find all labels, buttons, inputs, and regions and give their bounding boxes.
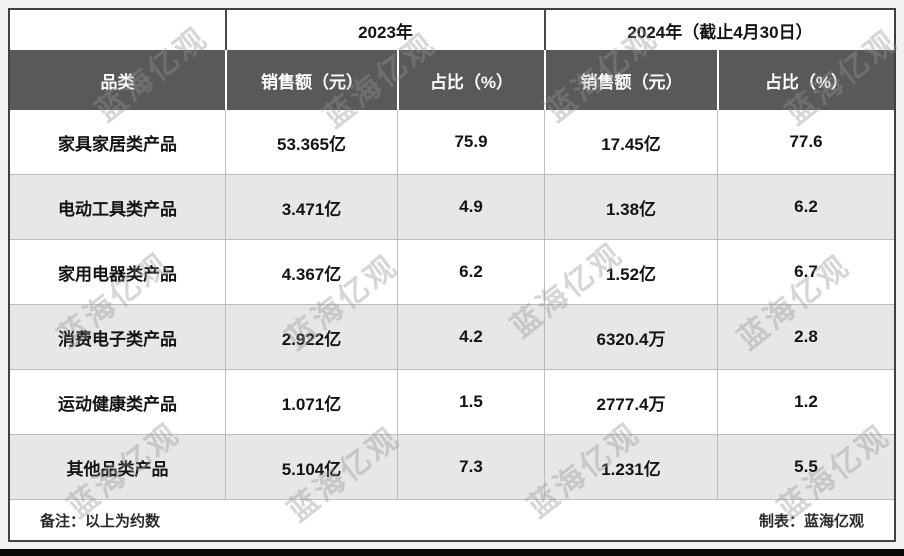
cell-sales-2024: 17.45亿 [544,110,717,175]
cell-sales-2024: 1.231亿 [544,435,717,500]
cell-sales-2024: 1.38亿 [544,175,717,240]
cell-share-2023: 7.3 [397,435,544,500]
cell-category: 运动健康类产品 [10,370,225,435]
cell-share-2024: 6.2 [717,175,894,240]
cell-share-2024: 77.6 [717,110,894,175]
cell-category: 消费电子类产品 [10,305,225,370]
header-group-empty [10,10,225,50]
cell-category: 家用电器类产品 [10,240,225,305]
cell-sales-2024: 6320.4万 [544,305,717,370]
column-header-share-2024: 占比（%） [717,50,894,110]
cell-sales-2023: 1.071亿 [225,370,397,435]
footer-credit: 制表：蓝海亿观 [758,512,864,530]
cell-sales-2024: 2777.4万 [544,370,717,435]
cell-share-2023: 4.9 [397,175,544,240]
cell-sales-2023: 2.922亿 [225,305,397,370]
cell-sales-2024: 1.52亿 [544,240,717,305]
cell-share-2024: 2.8 [717,305,894,370]
cell-share-2024: 1.2 [717,370,894,435]
cell-sales-2023: 3.471亿 [225,175,397,240]
cell-category: 其他品类产品 [10,435,225,500]
cell-share-2023: 1.5 [397,370,544,435]
column-header-share-2023: 占比（%） [397,50,544,110]
sales-data-table: 2023年 2024年（截止4月30日） 品类 销售额（元） 占比（%） 销售额… [8,8,896,542]
table-grid: 2023年 2024年（截止4月30日） 品类 销售额（元） 占比（%） 销售额… [10,10,894,540]
bottom-edge-bar [0,549,904,556]
footer-note: 备注：以上为约数 [40,512,161,530]
cell-share-2023: 75.9 [397,110,544,175]
cell-sales-2023: 4.367亿 [225,240,397,305]
cell-sales-2023: 53.365亿 [225,110,397,175]
column-header-sales-2023: 销售额（元） [225,50,397,110]
cell-category: 家具家居类产品 [10,110,225,175]
header-group-2023: 2023年 [225,10,544,50]
column-header-sales-2024: 销售额（元） [544,50,717,110]
header-group-2024: 2024年（截止4月30日） [544,10,894,50]
cell-sales-2023: 5.104亿 [225,435,397,500]
column-header-category: 品类 [10,50,225,110]
cell-category: 电动工具类产品 [10,175,225,240]
cell-share-2024: 6.7 [717,240,894,305]
table-footer: 备注：以上为约数 制表：蓝海亿观 [10,500,894,540]
cell-share-2023: 4.2 [397,305,544,370]
cell-share-2024: 5.5 [717,435,894,500]
cell-share-2023: 6.2 [397,240,544,305]
